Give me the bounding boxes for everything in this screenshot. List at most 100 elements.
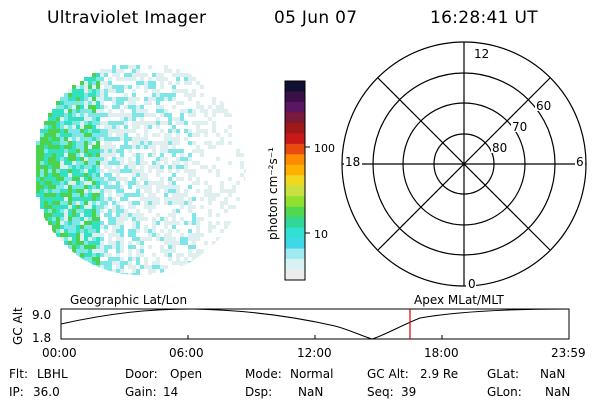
uv-image-pixel — [80, 161, 84, 165]
altitude-curve — [60, 308, 570, 340]
uv-image-pixel — [92, 73, 96, 77]
uv-image-pixel — [104, 125, 108, 129]
time-tick-1200: 12:00 — [297, 346, 332, 360]
uv-image-pixel — [100, 121, 104, 125]
uv-image-pixel — [64, 113, 68, 117]
uv-image-pixel — [36, 157, 40, 161]
uv-image-pixel — [200, 121, 204, 125]
uv-image-pixel — [212, 225, 216, 229]
uv-image-pixel — [72, 189, 76, 193]
uv-image-pixel — [76, 233, 80, 237]
status-dsp-value: NaN — [298, 385, 324, 399]
uv-image-pixel — [108, 113, 112, 117]
uv-image-pixel — [112, 113, 116, 117]
uv-image-pixel — [88, 85, 92, 89]
uv-image-pixel — [120, 69, 124, 73]
polar-grid — [341, 41, 587, 287]
uv-image-pixel — [228, 113, 232, 117]
uv-image-pixel — [48, 129, 52, 133]
uv-image-pixel — [216, 105, 220, 109]
uv-image-pixel — [168, 81, 172, 85]
uv-image-pixel — [188, 249, 192, 253]
uv-image-pixel — [36, 189, 40, 193]
uv-image-pixel — [112, 149, 116, 153]
uv-image-pixel — [68, 105, 72, 109]
uv-image-pixel — [136, 153, 140, 157]
uv-image-pixel — [60, 97, 64, 101]
uv-image-pixel — [176, 81, 180, 85]
uv-image-pixel — [56, 181, 60, 185]
status-gcalt-label: GC Alt: — [367, 367, 409, 381]
uv-image-pixel — [48, 165, 52, 169]
uv-image-pixel — [148, 185, 152, 189]
uv-image-pixel — [108, 153, 112, 157]
uv-image-pixel — [188, 153, 192, 157]
uv-image-pixel — [64, 97, 68, 101]
uv-image-pixel — [60, 129, 64, 133]
uv-image-pixel — [184, 109, 188, 113]
uv-image-pixel — [124, 129, 128, 133]
uv-image-pixel — [204, 193, 208, 197]
uv-image-pixel — [136, 109, 140, 113]
uv-image-pixel — [88, 253, 92, 257]
uv-image-pixel — [84, 221, 88, 225]
uv-image-pixel — [148, 189, 152, 193]
uv-image-pixel — [76, 173, 80, 177]
uv-image-pixel — [84, 129, 88, 133]
uv-image-pixel — [84, 125, 88, 129]
uv-image-pixel — [36, 185, 40, 189]
uv-image-pixel — [80, 217, 84, 221]
uv-image-pixel — [148, 145, 152, 149]
uv-image-pixel — [116, 85, 120, 89]
uv-image-pixel — [92, 129, 96, 133]
uv-image-pixel — [164, 217, 168, 221]
uv-image-pixel — [124, 133, 128, 137]
uv-image-pixel — [180, 121, 184, 125]
uv-image-pixel — [96, 213, 100, 217]
uv-image-pixel — [172, 225, 176, 229]
uv-image-pixel — [76, 185, 80, 189]
uv-image-pixel — [192, 253, 196, 257]
uv-image-pixel — [140, 237, 144, 241]
uv-image-pixel — [100, 249, 104, 253]
uv-image-pixel — [196, 125, 200, 129]
uv-image-pixel — [132, 129, 136, 133]
uv-image-pixel — [88, 193, 92, 197]
uv-image-pixel — [236, 197, 240, 201]
uv-image-pixel — [104, 145, 108, 149]
uv-image-pixel — [100, 189, 104, 193]
uv-image-pixel — [108, 213, 112, 217]
uv-image-pixel — [144, 237, 148, 241]
uv-image-pixel — [64, 217, 68, 221]
uv-image-pixel — [64, 157, 68, 161]
uv-image-pixel — [172, 161, 176, 165]
uv-image-pixel — [144, 73, 148, 77]
uv-image-pixel — [204, 189, 208, 193]
uv-image-pixel — [144, 97, 148, 101]
uv-image-pixel — [180, 217, 184, 221]
uv-image-pixel — [164, 141, 168, 145]
geographic-label: Geographic Lat/Lon — [70, 293, 187, 307]
uv-image-pixel — [88, 229, 92, 233]
uv-image-pixel — [60, 189, 64, 193]
uv-image-pixel — [96, 137, 100, 141]
uv-image-pixel — [80, 169, 84, 173]
uv-image-pixel — [40, 205, 44, 209]
uv-image-pixel — [76, 201, 80, 205]
uv-image-pixel — [208, 221, 212, 225]
uv-image-pixel — [136, 137, 140, 141]
uv-image-pixel — [132, 193, 136, 197]
uv-image-pixel — [92, 113, 96, 117]
uv-image-pixel — [76, 165, 80, 169]
uv-image-pixel — [72, 85, 76, 89]
uv-image-pixel — [132, 153, 136, 157]
uv-image-pixel — [136, 201, 140, 205]
uv-image-pixel — [180, 149, 184, 153]
uv-image-pixel — [220, 137, 224, 141]
uv-image-pixel — [148, 81, 152, 85]
uv-image-pixel — [176, 257, 180, 261]
uv-image-pixel — [204, 141, 208, 145]
lat-label-60: 60 — [536, 99, 551, 113]
uv-image-pixel — [96, 149, 100, 153]
uv-image-pixel — [212, 165, 216, 169]
